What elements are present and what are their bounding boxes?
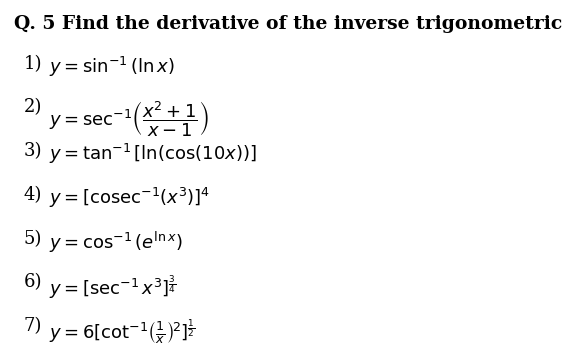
Text: 6): 6)	[23, 274, 42, 291]
Text: 7): 7)	[23, 317, 42, 335]
Text: 5): 5)	[23, 230, 42, 248]
Text: $y = \sec^{-1}\!\left(\dfrac{x^2+1}{x-1}\right)$: $y = \sec^{-1}\!\left(\dfrac{x^2+1}{x-1}…	[49, 98, 209, 137]
Text: 2): 2)	[23, 98, 42, 117]
Text: Q. 5 Find the derivative of the inverse trigonometric functions.: Q. 5 Find the derivative of the inverse …	[14, 15, 565, 33]
Text: 4): 4)	[23, 186, 42, 204]
Text: $y = [\sec^{-1} x^3]^{\frac{3}{4}}$: $y = [\sec^{-1} x^3]^{\frac{3}{4}}$	[49, 274, 177, 301]
Text: 1): 1)	[23, 55, 42, 73]
Text: $y = \cos^{-1}(e^{\ln x})$: $y = \cos^{-1}(e^{\ln x})$	[49, 230, 182, 255]
Text: $y = \sin^{-1}(\ln x)$: $y = \sin^{-1}(\ln x)$	[49, 55, 175, 79]
Text: $y = 6[\cot^{-1}\!\left(\frac{1}{x}\right)^{\!2}]^{\frac{1}{2}}$: $y = 6[\cot^{-1}\!\left(\frac{1}{x}\righ…	[49, 317, 195, 346]
Text: 3): 3)	[23, 142, 42, 160]
Text: $y = [\mathrm{cosec}^{-1}(x^3)]^4$: $y = [\mathrm{cosec}^{-1}(x^3)]^4$	[49, 186, 210, 210]
Text: $y = \tan^{-1}[\ln(\cos(10x))]$: $y = \tan^{-1}[\ln(\cos(10x))]$	[49, 142, 257, 166]
